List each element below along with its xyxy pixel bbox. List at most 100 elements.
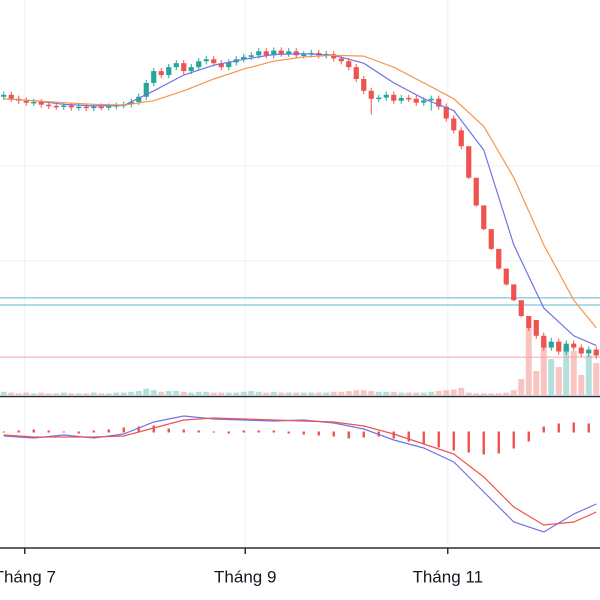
volume-bar bbox=[480, 393, 487, 395]
volume-bar bbox=[195, 391, 202, 395]
volume-bar bbox=[158, 391, 165, 395]
volume-bar bbox=[323, 392, 330, 395]
candle-body bbox=[361, 79, 367, 91]
volume-bar bbox=[533, 371, 540, 395]
histogram-bar bbox=[347, 431, 350, 439]
candle-body bbox=[286, 51, 292, 54]
candle-body bbox=[31, 101, 37, 104]
histogram-bar bbox=[197, 430, 200, 433]
candle-body bbox=[173, 63, 179, 68]
candle-body bbox=[488, 229, 494, 249]
candle-body bbox=[331, 54, 337, 59]
histogram-bar bbox=[317, 431, 320, 436]
volume-bar bbox=[270, 391, 277, 395]
candle-body bbox=[136, 96, 142, 102]
histogram-bar bbox=[407, 431, 410, 442]
histogram-bar bbox=[557, 423, 560, 433]
histogram-bar bbox=[437, 431, 440, 448]
histogram-bar bbox=[482, 431, 485, 455]
volume-bar bbox=[8, 392, 15, 395]
volume-bar bbox=[180, 391, 187, 395]
volume-bar bbox=[233, 392, 240, 395]
volume-bar bbox=[338, 391, 345, 395]
histogram-bar bbox=[32, 429, 35, 433]
candle-body bbox=[218, 63, 224, 68]
volume-bar bbox=[353, 390, 360, 395]
volume-bar bbox=[0, 391, 7, 395]
volume-bar bbox=[165, 391, 172, 395]
candle-body bbox=[23, 100, 29, 103]
histogram-bar bbox=[137, 426, 140, 433]
candle-body bbox=[278, 50, 284, 54]
histogram-bar bbox=[182, 429, 185, 433]
histogram-bar bbox=[497, 431, 500, 454]
volume-bar bbox=[495, 393, 502, 395]
candle-body bbox=[368, 90, 374, 99]
histogram-bar bbox=[17, 430, 20, 433]
histogram-bar bbox=[302, 431, 305, 435]
histogram-bar bbox=[362, 431, 365, 438]
candle-body bbox=[203, 59, 209, 62]
moving-average bbox=[3, 53, 597, 347]
volume-bar bbox=[75, 393, 82, 395]
volume-bar bbox=[390, 391, 397, 395]
candle-body bbox=[226, 62, 232, 68]
volume-bar bbox=[473, 393, 480, 395]
volume-bar bbox=[188, 392, 195, 395]
histogram-bar bbox=[152, 425, 155, 433]
candle-body bbox=[548, 341, 554, 348]
histogram-bar bbox=[512, 431, 515, 449]
x-tick-label: Tháng 11 bbox=[412, 567, 483, 586]
candle-body bbox=[503, 268, 509, 285]
volume-bar bbox=[113, 392, 120, 395]
candle-body bbox=[338, 58, 344, 62]
candle-body bbox=[61, 105, 67, 107]
candle-body bbox=[421, 100, 427, 103]
volume-bar bbox=[150, 390, 157, 395]
candle-body bbox=[541, 335, 547, 348]
candle-body bbox=[241, 56, 247, 60]
volume-bar bbox=[578, 375, 585, 395]
candle-body bbox=[83, 106, 89, 109]
candle-body bbox=[413, 98, 419, 103]
candle-body bbox=[451, 118, 457, 131]
candle-body bbox=[383, 94, 389, 98]
volume-bar bbox=[405, 392, 412, 395]
histogram-bar bbox=[587, 423, 590, 433]
candle-body bbox=[391, 94, 397, 101]
volume-bar bbox=[45, 393, 52, 395]
candle-body bbox=[248, 55, 254, 57]
volume-bar bbox=[210, 392, 217, 395]
candle-body bbox=[571, 343, 577, 348]
histogram-bar bbox=[242, 430, 245, 433]
volume-bar bbox=[248, 391, 255, 395]
candle-body bbox=[593, 349, 599, 356]
candle-body bbox=[211, 59, 217, 64]
candle-body bbox=[188, 67, 194, 72]
volume-bar bbox=[368, 391, 375, 395]
histogram-bar bbox=[2, 431, 5, 433]
macd-line bbox=[3, 417, 597, 526]
volume-bar bbox=[330, 391, 337, 395]
volume-bar bbox=[435, 391, 442, 395]
candle-body bbox=[98, 106, 104, 109]
x-tick-label: Tháng 9 bbox=[214, 567, 276, 586]
candle-body bbox=[46, 104, 52, 107]
candle-body bbox=[271, 50, 277, 56]
volume-bar bbox=[203, 391, 210, 395]
volume-bar bbox=[450, 389, 457, 395]
volume-bar bbox=[420, 392, 427, 395]
volume-bar bbox=[548, 359, 555, 395]
histogram-bar bbox=[392, 431, 395, 439]
histogram-bar bbox=[47, 430, 50, 433]
volume-bar bbox=[443, 390, 450, 395]
histogram-bar bbox=[167, 428, 170, 433]
volume-bar bbox=[68, 393, 75, 395]
candle-body bbox=[556, 341, 562, 352]
candle-body bbox=[256, 51, 262, 56]
volume-bar bbox=[428, 391, 435, 395]
x-tick-label: Tháng 7 bbox=[0, 567, 56, 586]
histogram-bar bbox=[542, 426, 545, 433]
volume-bar bbox=[540, 339, 547, 395]
volume-bar bbox=[128, 391, 135, 395]
